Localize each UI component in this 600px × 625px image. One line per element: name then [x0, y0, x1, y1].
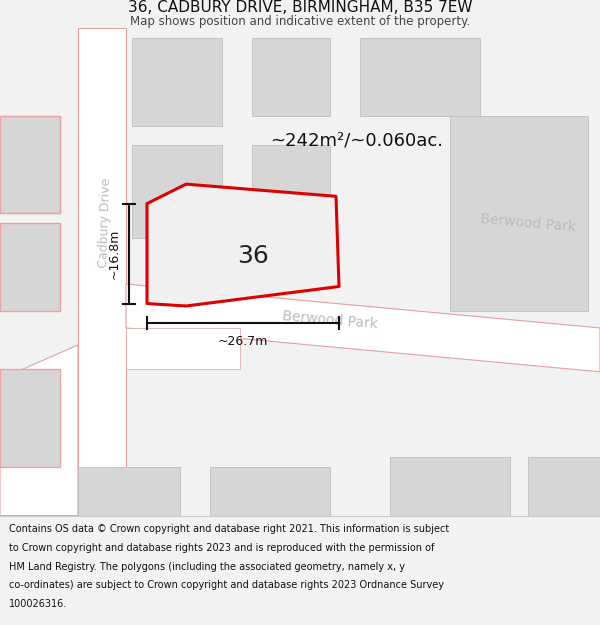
- Polygon shape: [0, 369, 60, 467]
- Polygon shape: [0, 116, 60, 213]
- Polygon shape: [450, 116, 588, 311]
- Polygon shape: [78, 28, 126, 516]
- Text: ~26.7m: ~26.7m: [218, 335, 268, 348]
- Text: 36, CADBURY DRIVE, BIRMINGHAM, B35 7EW: 36, CADBURY DRIVE, BIRMINGHAM, B35 7EW: [128, 0, 472, 14]
- Polygon shape: [126, 328, 240, 369]
- Polygon shape: [132, 38, 222, 126]
- Polygon shape: [147, 184, 339, 306]
- Polygon shape: [252, 38, 330, 116]
- Text: Berwood Park: Berwood Park: [479, 212, 577, 234]
- Polygon shape: [132, 145, 222, 238]
- Polygon shape: [528, 457, 600, 516]
- Text: Contains OS data © Crown copyright and database right 2021. This information is : Contains OS data © Crown copyright and d…: [9, 524, 449, 534]
- Polygon shape: [252, 145, 330, 238]
- Text: Map shows position and indicative extent of the property.: Map shows position and indicative extent…: [130, 14, 470, 28]
- Polygon shape: [390, 457, 510, 516]
- Text: HM Land Registry. The polygons (including the associated geometry, namely x, y: HM Land Registry. The polygons (includin…: [9, 561, 405, 571]
- Text: co-ordinates) are subject to Crown copyright and database rights 2023 Ordnance S: co-ordinates) are subject to Crown copyr…: [9, 580, 444, 590]
- Text: ~16.8m: ~16.8m: [107, 228, 121, 279]
- Text: ~242m²/~0.060ac.: ~242m²/~0.060ac.: [270, 131, 443, 149]
- Polygon shape: [210, 467, 330, 516]
- Text: 36: 36: [238, 244, 269, 269]
- Polygon shape: [360, 38, 480, 116]
- Polygon shape: [0, 223, 60, 311]
- Polygon shape: [153, 223, 228, 299]
- Text: Cadbury Drive: Cadbury Drive: [97, 178, 113, 268]
- Polygon shape: [126, 284, 600, 372]
- Text: to Crown copyright and database rights 2023 and is reproduced with the permissio: to Crown copyright and database rights 2…: [9, 543, 434, 553]
- Polygon shape: [78, 467, 180, 516]
- Text: 100026316.: 100026316.: [9, 599, 67, 609]
- Polygon shape: [0, 345, 78, 516]
- Text: Berwood Park: Berwood Park: [281, 309, 379, 332]
